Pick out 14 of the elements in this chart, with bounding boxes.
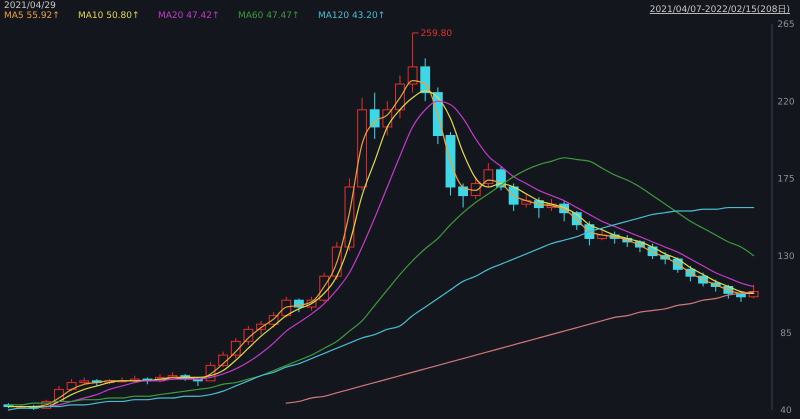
text: 2021/04/07-2022/02/15(208日) [650,5,790,15]
y-tick-label: 85 [780,328,792,339]
text: MA5 55.92↑ [4,11,60,21]
text: MA10 50.80↑ [78,11,140,21]
text: MA60 47.47↑ [238,11,300,21]
y-tick-label: 40 [780,406,792,416]
y-tick-label: 130 [777,252,795,262]
text: MA20 47.42↑ [158,11,220,21]
annotation: 259.80 [420,29,452,40]
text: 2021/04/29 [4,1,56,11]
y-tick-label: 220 [777,97,795,108]
y-tick-label: 265 [777,20,795,30]
y-tick-label: 175 [777,174,795,185]
text: MA120 43.20↑ [318,11,386,21]
